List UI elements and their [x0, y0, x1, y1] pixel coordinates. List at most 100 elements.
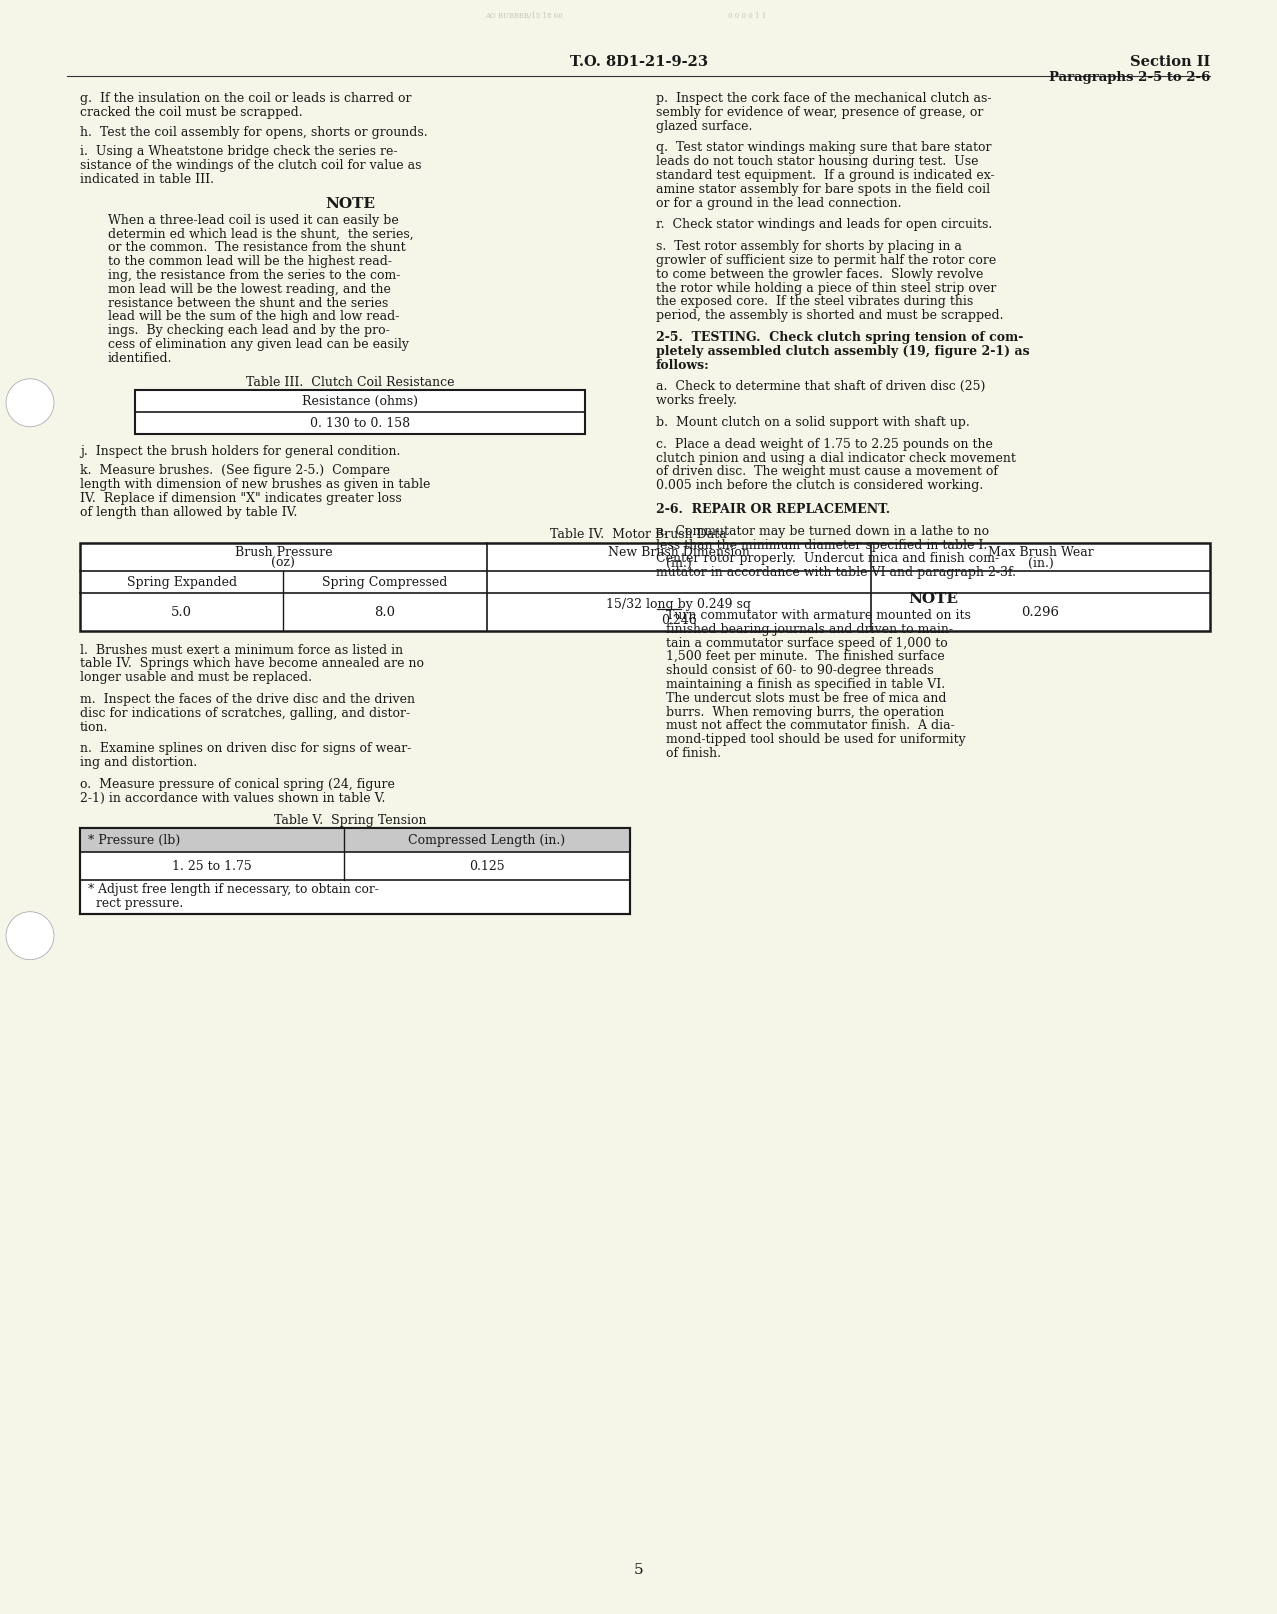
- Text: disc for indications of scratches, galling, and distor-: disc for indications of scratches, galli…: [80, 707, 410, 720]
- Text: 2-5.  TESTING.  Check clutch spring tension of com-: 2-5. TESTING. Check clutch spring tensio…: [656, 331, 1023, 344]
- Text: leads do not touch stator housing during test.  Use: leads do not touch stator housing during…: [656, 155, 978, 168]
- Text: ing and distortion.: ing and distortion.: [80, 755, 197, 768]
- Text: the rotor while holding a piece of thin steel strip over: the rotor while holding a piece of thin …: [656, 281, 996, 294]
- Text: * Pressure (lb): * Pressure (lb): [88, 833, 180, 847]
- Text: New Brush Dimension: New Brush Dimension: [608, 546, 750, 558]
- Text: must not affect the commutator finish.  A dia-: must not affect the commutator finish. A…: [667, 718, 955, 731]
- Bar: [80, 828, 630, 914]
- Text: 2-6.  REPAIR OR REPLACEMENT.: 2-6. REPAIR OR REPLACEMENT.: [656, 502, 890, 516]
- Text: rect pressure.: rect pressure.: [96, 896, 184, 910]
- Text: b.  Mount clutch on a solid support with shaft up.: b. Mount clutch on a solid support with …: [656, 416, 969, 429]
- Text: Compressed Length (in.): Compressed Length (in.): [409, 833, 566, 847]
- Text: mutator in accordance with table VI and paragraph 2-3f.: mutator in accordance with table VI and …: [656, 567, 1016, 579]
- Text: glazed surface.: glazed surface.: [656, 119, 752, 132]
- Text: p.  Inspect the cork face of the mechanical clutch as-: p. Inspect the cork face of the mechanic…: [656, 92, 991, 105]
- Text: 1,500 feet per minute.  The finished surface: 1,500 feet per minute. The finished surf…: [667, 650, 945, 663]
- Bar: [80, 828, 630, 852]
- Text: Turn commutator with armature mounted on its: Turn commutator with armature mounted on…: [667, 608, 971, 621]
- Text: Spring Expanded: Spring Expanded: [126, 576, 236, 589]
- Bar: [80, 544, 1211, 631]
- Text: Table IV.  Motor Brush Data: Table IV. Motor Brush Data: [550, 528, 727, 541]
- Text: or for a ground in the lead connection.: or for a ground in the lead connection.: [656, 197, 902, 210]
- Text: * Adjust free length if necessary, to obtain cor-: * Adjust free length if necessary, to ob…: [88, 883, 379, 896]
- Text: Section II: Section II: [1130, 55, 1211, 69]
- Text: to the common lead will be the highest read-: to the common lead will be the highest r…: [109, 255, 392, 268]
- Text: of length than allowed by table IV.: of length than allowed by table IV.: [80, 505, 298, 518]
- Text: T.O. 8D1-21-9-23: T.O. 8D1-21-9-23: [570, 55, 707, 69]
- Text: indicated in table III.: indicated in table III.: [80, 173, 215, 186]
- Circle shape: [6, 379, 54, 428]
- Text: q.  Test stator windings making sure that bare stator: q. Test stator windings making sure that…: [656, 142, 991, 155]
- Text: less than the minimum diameter specified in table I.: less than the minimum diameter specified…: [656, 537, 987, 552]
- Text: IV.  Replace if dimension "X" indicates greater loss: IV. Replace if dimension "X" indicates g…: [80, 492, 402, 505]
- Text: period, the assembly is shorted and must be scrapped.: period, the assembly is shorted and must…: [656, 308, 1004, 323]
- Text: growler of sufficient size to permit half the rotor core: growler of sufficient size to permit hal…: [656, 253, 996, 266]
- Text: lead will be the sum of the high and low read-: lead will be the sum of the high and low…: [109, 310, 400, 323]
- Text: determin ed which lead is the shunt,  the series,: determin ed which lead is the shunt, the…: [109, 228, 414, 240]
- Text: NOTE: NOTE: [326, 197, 375, 211]
- Text: amine stator assembly for bare spots in the field coil: amine stator assembly for bare spots in …: [656, 182, 990, 195]
- Text: table IV.  Springs which have become annealed are no: table IV. Springs which have become anne…: [80, 657, 424, 670]
- Circle shape: [6, 912, 54, 960]
- Text: longer usable and must be replaced.: longer usable and must be replaced.: [80, 671, 312, 684]
- Text: follows:: follows:: [656, 358, 710, 371]
- Text: When a three-lead coil is used it can easily be: When a three-lead coil is used it can ea…: [109, 213, 398, 226]
- Text: (in.): (in.): [1028, 557, 1054, 570]
- Text: (in.): (in.): [667, 557, 692, 570]
- Text: k.  Measure brushes.  (See figure 2-5.)  Compare: k. Measure brushes. (See figure 2-5.) Co…: [80, 465, 389, 478]
- Text: Table V.  Spring Tension: Table V. Spring Tension: [273, 813, 427, 826]
- Text: tain a commutator surface speed of 1,000 to: tain a commutator surface speed of 1,000…: [667, 636, 948, 649]
- Text: 0.246: 0.246: [661, 613, 697, 626]
- Text: 1. 25 to 1.75: 1. 25 to 1.75: [172, 860, 252, 873]
- Text: i.  Using a Wheatstone bridge check the series re-: i. Using a Wheatstone bridge check the s…: [80, 145, 397, 158]
- Text: 0 0 0 0 1 1: 0 0 0 0 1 1: [728, 11, 766, 19]
- Text: 0.296: 0.296: [1022, 605, 1060, 618]
- Text: the exposed core.  If the steel vibrates during this: the exposed core. If the steel vibrates …: [656, 295, 973, 308]
- Text: Max Brush Wear: Max Brush Wear: [987, 546, 1093, 558]
- Text: of driven disc.  The weight must cause a movement of: of driven disc. The weight must cause a …: [656, 465, 999, 478]
- Text: l.  Brushes must exert a minimum force as listed in: l. Brushes must exert a minimum force as…: [80, 644, 404, 657]
- Text: identified.: identified.: [109, 352, 172, 365]
- Text: works freely.: works freely.: [656, 394, 737, 407]
- Text: should consist of 60- to 90-degree threads: should consist of 60- to 90-degree threa…: [667, 663, 933, 676]
- Text: mond-tipped tool should be used for uniformity: mond-tipped tool should be used for unif…: [667, 733, 965, 746]
- Text: Resistance (ohms): Resistance (ohms): [301, 395, 418, 408]
- Text: pletely assembled clutch assembly (19, figure 2-1) as: pletely assembled clutch assembly (19, f…: [656, 344, 1029, 358]
- Text: 8.0: 8.0: [374, 605, 396, 618]
- Text: or the common.  The resistance from the shunt: or the common. The resistance from the s…: [109, 240, 406, 255]
- Text: Center rotor properly.  Undercut mica and finish com-: Center rotor properly. Undercut mica and…: [656, 552, 999, 565]
- Text: tion.: tion.: [80, 720, 109, 733]
- Text: h.  Test the coil assembly for opens, shorts or grounds.: h. Test the coil assembly for opens, sho…: [80, 126, 428, 139]
- Text: mon lead will be the lowest reading, and the: mon lead will be the lowest reading, and…: [109, 282, 391, 295]
- Text: 0.005 inch before the clutch is considered working.: 0.005 inch before the clutch is consider…: [656, 479, 983, 492]
- Text: The undercut slots must be free of mica and: The undercut slots must be free of mica …: [667, 691, 946, 704]
- Text: c.  Place a dead weight of 1.75 to 2.25 pounds on the: c. Place a dead weight of 1.75 to 2.25 p…: [656, 437, 994, 450]
- Text: of finish.: of finish.: [667, 747, 722, 760]
- Text: clutch pinion and using a dial indicator check movement: clutch pinion and using a dial indicator…: [656, 452, 1016, 465]
- Text: AO BUBBBB/15 18 60: AO BUBBBB/15 18 60: [485, 11, 563, 19]
- Text: Brush Pressure: Brush Pressure: [235, 546, 332, 558]
- Text: length with dimension of new brushes as given in table: length with dimension of new brushes as …: [80, 478, 430, 491]
- Text: 15/32 long by 0.249 sq: 15/32 long by 0.249 sq: [607, 597, 751, 610]
- Text: (oz): (oz): [272, 557, 295, 570]
- Text: cracked the coil must be scrapped.: cracked the coil must be scrapped.: [80, 107, 303, 119]
- Text: maintaining a finish as specified in table VI.: maintaining a finish as specified in tab…: [667, 678, 945, 691]
- Text: r.  Check stator windings and leads for open circuits.: r. Check stator windings and leads for o…: [656, 218, 992, 231]
- Text: sembly for evidence of wear, presence of grease, or: sembly for evidence of wear, presence of…: [656, 107, 983, 119]
- Text: to come between the growler faces.  Slowly revolve: to come between the growler faces. Slowl…: [656, 268, 983, 281]
- Text: m.  Inspect the faces of the drive disc and the driven: m. Inspect the faces of the drive disc a…: [80, 692, 415, 705]
- Text: ings.  By checking each lead and by the pro-: ings. By checking each lead and by the p…: [109, 324, 389, 337]
- Text: resistance between the shunt and the series: resistance between the shunt and the ser…: [109, 297, 388, 310]
- Text: 0.125: 0.125: [469, 860, 504, 873]
- Text: s.  Test rotor assembly for shorts by placing in a: s. Test rotor assembly for shorts by pla…: [656, 240, 962, 253]
- Text: NOTE: NOTE: [908, 592, 958, 605]
- Text: Table III.  Clutch Coil Resistance: Table III. Clutch Coil Resistance: [245, 376, 455, 389]
- Text: n.  Examine splines on driven disc for signs of wear-: n. Examine splines on driven disc for si…: [80, 742, 411, 755]
- Text: Spring Compressed: Spring Compressed: [322, 576, 448, 589]
- Text: a.  Check to determine that shaft of driven disc (25): a. Check to determine that shaft of driv…: [656, 381, 986, 394]
- Text: standard test equipment.  If a ground is indicated ex-: standard test equipment. If a ground is …: [656, 169, 995, 182]
- Text: g.  If the insulation on the coil or leads is charred or: g. If the insulation on the coil or lead…: [80, 92, 411, 105]
- Text: j.  Inspect the brush holders for general condition.: j. Inspect the brush holders for general…: [80, 444, 401, 457]
- Text: burrs.  When removing burrs, the operation: burrs. When removing burrs, the operatio…: [667, 705, 944, 718]
- Text: 5: 5: [633, 1562, 644, 1575]
